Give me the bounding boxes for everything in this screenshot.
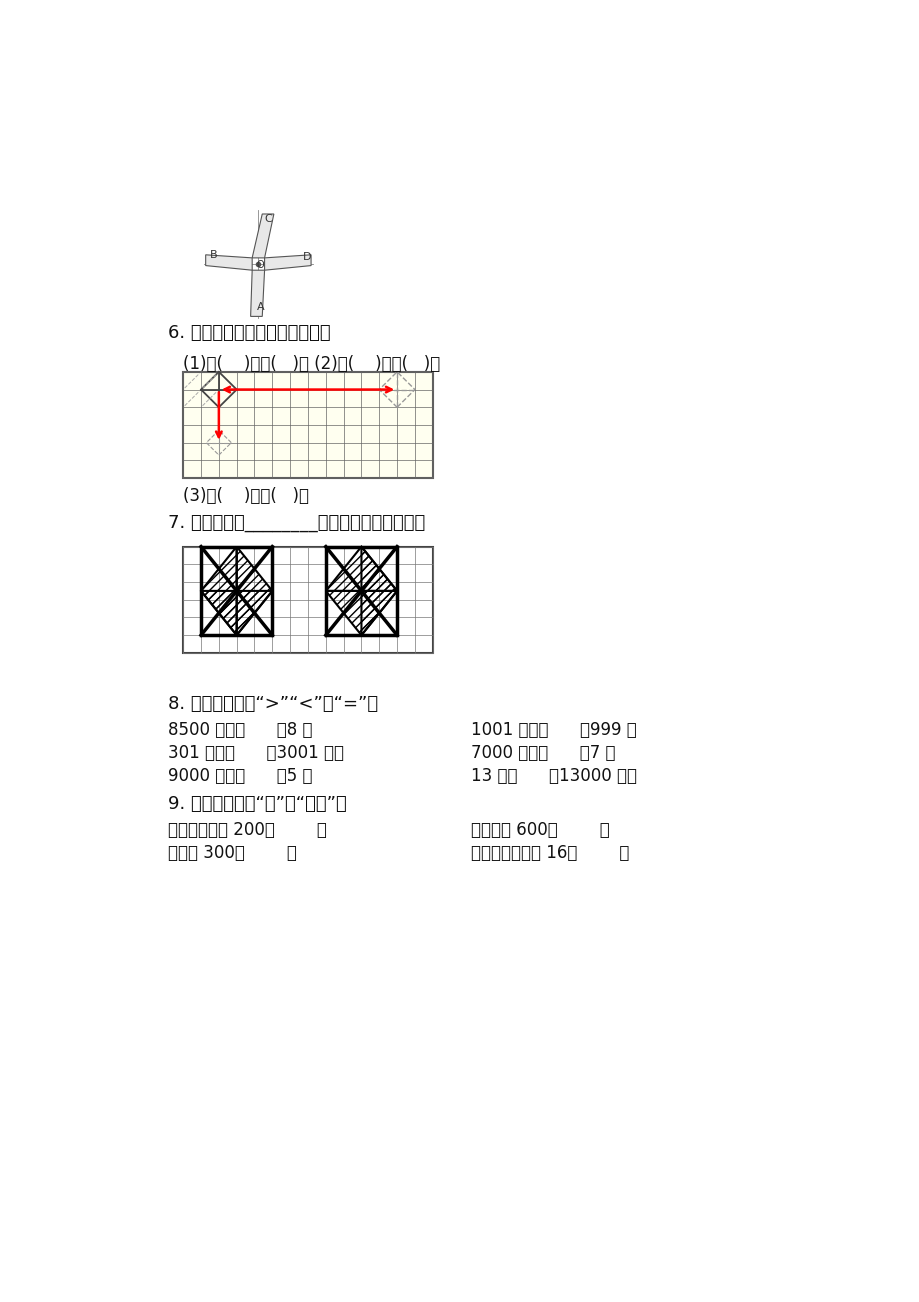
Text: 一瓶矿泉水有 200（        ）: 一瓶矿泉水有 200（ ） (167, 820, 326, 838)
Text: 9000 毫升（      ）5 升: 9000 毫升（ ）5 升 (167, 767, 312, 785)
Polygon shape (265, 255, 311, 271)
Text: 一瓶果汁 600（        ）: 一瓶果汁 600（ ） (471, 820, 609, 838)
Polygon shape (206, 255, 252, 271)
Polygon shape (252, 214, 274, 258)
Text: D: D (303, 253, 312, 262)
Text: A: A (256, 302, 264, 312)
Text: 13 升（      ）13000 毫升: 13 升（ ）13000 毫升 (471, 767, 637, 785)
Text: 一缸水 300（        ）: 一缸水 300（ ） (167, 844, 296, 862)
Text: (3)向(    )平移(   )格: (3)向( )平移( )格 (183, 487, 309, 505)
Polygon shape (250, 271, 265, 316)
Text: O: O (256, 260, 264, 270)
Text: 9. 在括号里填上“升”或“毫升”。: 9. 在括号里填上“升”或“毫升”。 (167, 796, 346, 814)
Bar (183, 547, 432, 652)
Text: 8500 毫升（      ）8 升: 8500 毫升（ ）8 升 (167, 720, 312, 738)
Text: B: B (210, 250, 218, 260)
Text: (1)向(    )平移(   )格 (2)向(    )平移(   )格: (1)向( )平移( )格 (2)向( )平移( )格 (183, 355, 440, 372)
Bar (183, 372, 432, 478)
Text: 6. 观察下面图形，然后填一填。: 6. 观察下面图形，然后填一填。 (167, 324, 330, 342)
Text: 301 毫升（      ）3001 毫升: 301 毫升（ ）3001 毫升 (167, 743, 344, 762)
Text: 一个油桶可装油 16（        ）: 一个油桶可装油 16（ ） (471, 844, 630, 862)
Text: 7. 图形一通过________的变换可以得到图二。: 7. 图形一通过________的变换可以得到图二。 (167, 514, 425, 533)
Text: 1001 毫升（      ）999 升: 1001 毫升（ ）999 升 (471, 720, 637, 738)
Text: 7000 毫升（      ）7 升: 7000 毫升（ ）7 升 (471, 743, 616, 762)
Text: 8. 在括号内填上“>”“<”或“=”。: 8. 在括号内填上“>”“<”或“=”。 (167, 695, 378, 713)
Text: C: C (265, 214, 272, 224)
